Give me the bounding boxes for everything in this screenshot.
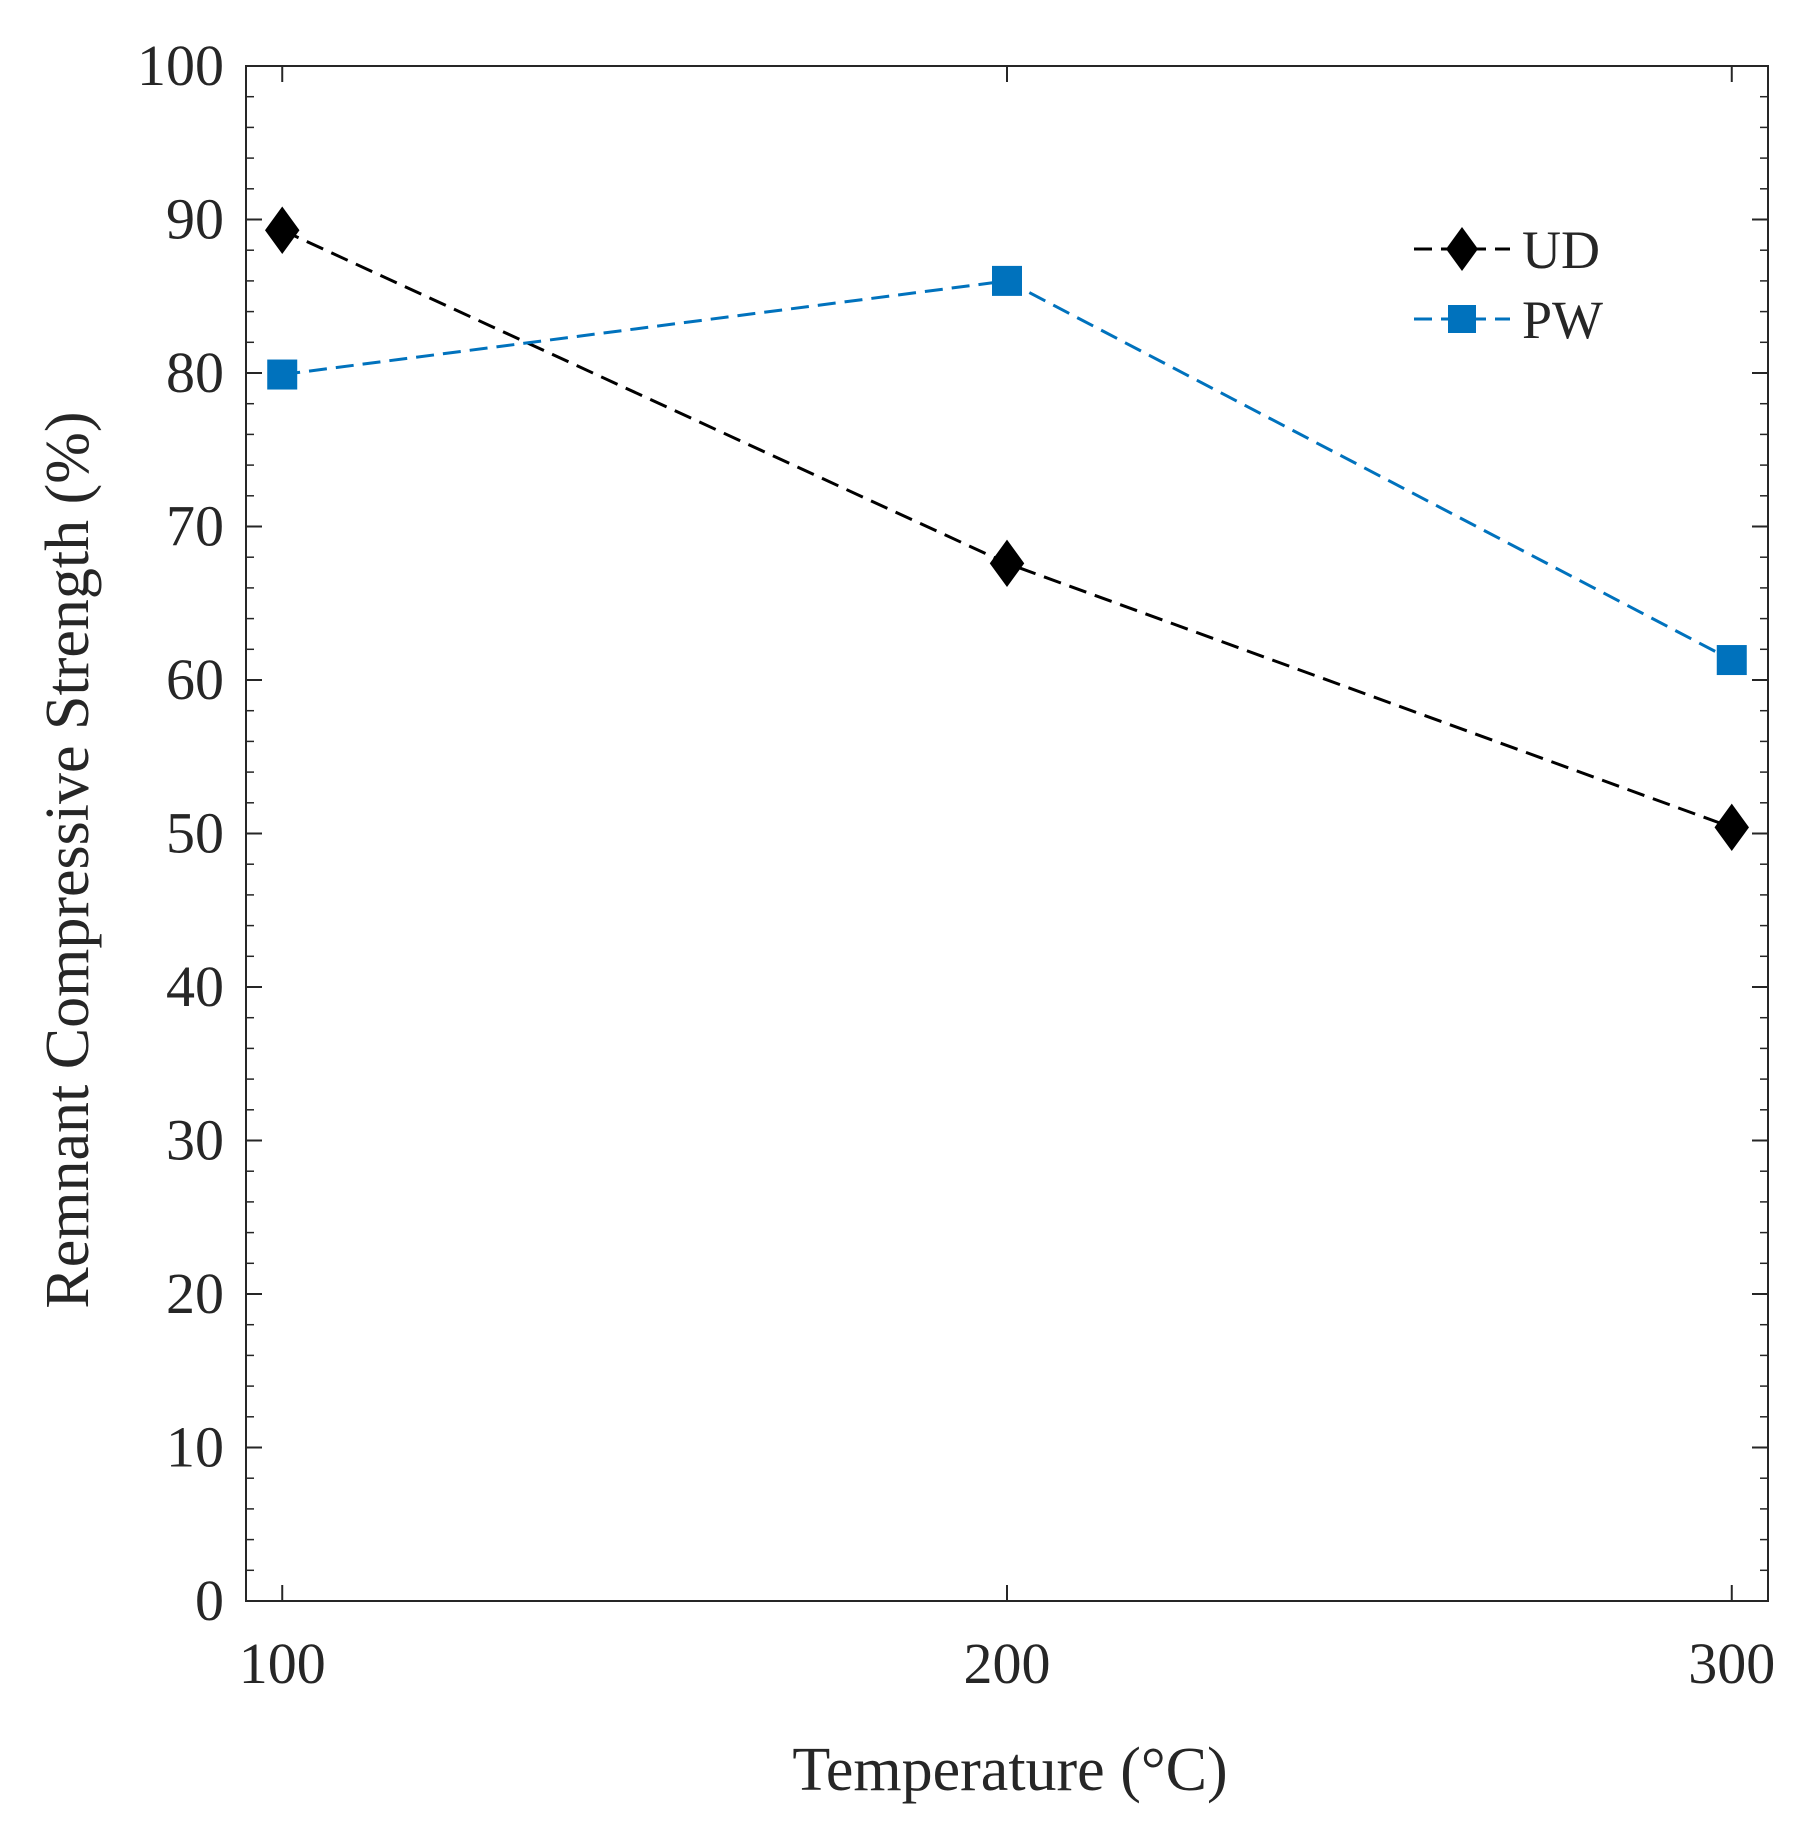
y-tick-label: 0 xyxy=(195,1568,224,1633)
legend-marker-pw xyxy=(1448,305,1476,333)
y-tick-label: 70 xyxy=(166,494,224,559)
y-tick-label: 30 xyxy=(166,1108,224,1173)
y-tick-label: 40 xyxy=(166,954,224,1019)
data-point-ud xyxy=(265,206,300,254)
y-tick-label: 90 xyxy=(166,187,224,252)
x-tick-label: 300 xyxy=(1688,1631,1775,1696)
y-tick-label: 50 xyxy=(166,801,224,866)
legend-marker-ud xyxy=(1446,227,1478,271)
axes-layer: 0 10 20 30 40 50 60 70 80 90 100 100 200 300 xyxy=(137,33,1775,1696)
data-point-ud xyxy=(1714,803,1749,852)
legend-label-ud: UD xyxy=(1522,220,1600,280)
y-tick-label: 20 xyxy=(166,1261,224,1326)
y-tick-label: 10 xyxy=(166,1415,224,1480)
series-layer xyxy=(265,206,1749,852)
data-point-pw xyxy=(1716,645,1747,676)
x-tick-label: 100 xyxy=(239,1631,326,1696)
x-tick-label: 200 xyxy=(964,1631,1051,1696)
data-point-pw xyxy=(267,359,298,390)
y-tick-label: 60 xyxy=(166,647,224,712)
legend-label-pw: PW xyxy=(1522,290,1603,350)
y-tick-label: 80 xyxy=(166,340,224,405)
y-axis-title: Remnant Compressive Strength (%) xyxy=(34,411,102,1308)
y-tick-label: 100 xyxy=(137,33,224,98)
data-point-ud xyxy=(989,539,1025,588)
legend: UD PW xyxy=(1414,220,1603,350)
x-axis-title: Temperature (°C) xyxy=(792,1736,1227,1804)
data-point-pw xyxy=(992,265,1022,296)
